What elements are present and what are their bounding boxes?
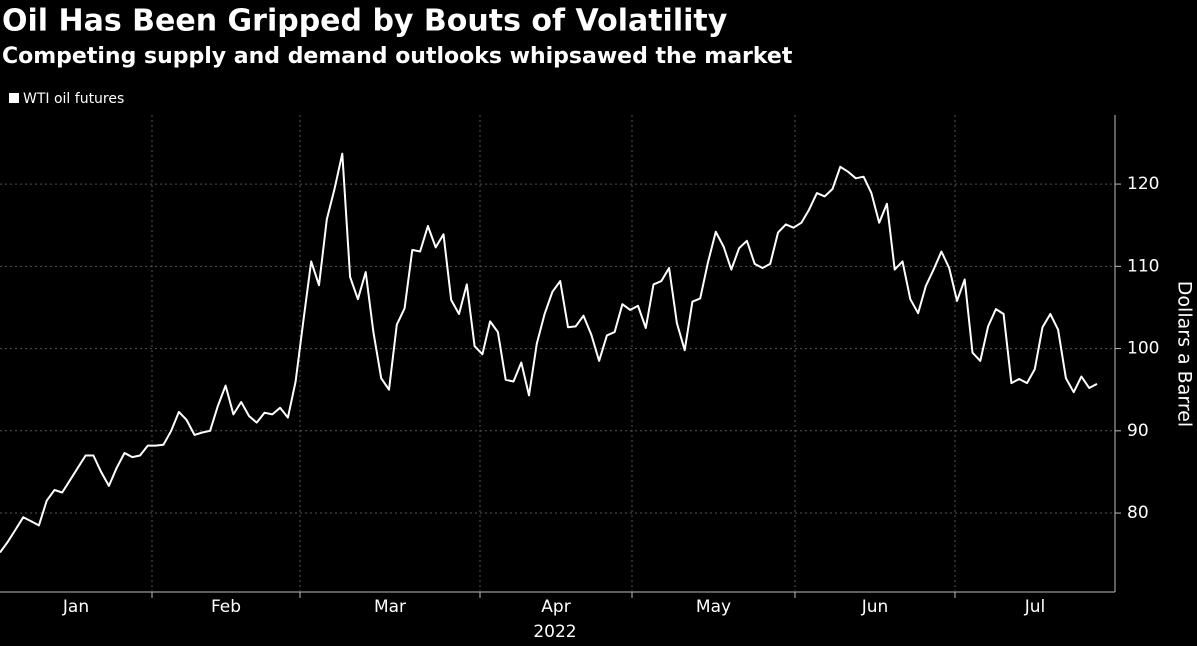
y-tick-label: 90	[1127, 421, 1149, 441]
legend-label: WTI oil futures	[23, 91, 124, 107]
year-label: 2022	[533, 622, 576, 642]
x-tick-label: Jan	[62, 597, 89, 617]
y-tick-label: 110	[1127, 256, 1159, 276]
price-line	[0, 152, 1098, 554]
x-tick-label: Apr	[541, 597, 570, 617]
y-tick-label: 80	[1127, 503, 1149, 523]
x-tick-label: Feb	[211, 597, 241, 617]
chart-subtitle: Competing supply and demand outlooks whi…	[2, 44, 793, 69]
y-axis-label: Dollars a Barrel	[1174, 281, 1196, 427]
x-tick-label: Mar	[374, 597, 406, 617]
y-tick-label: 120	[1127, 174, 1159, 194]
legend-swatch	[9, 93, 19, 103]
chart-title: Oil Has Been Gripped by Bouts of Volatil…	[2, 4, 728, 39]
x-tick-label: Jun	[861, 597, 889, 617]
x-tick-label: May	[696, 597, 731, 617]
x-tick-label: Jul	[1024, 597, 1046, 617]
y-tick-label: 100	[1127, 339, 1159, 359]
